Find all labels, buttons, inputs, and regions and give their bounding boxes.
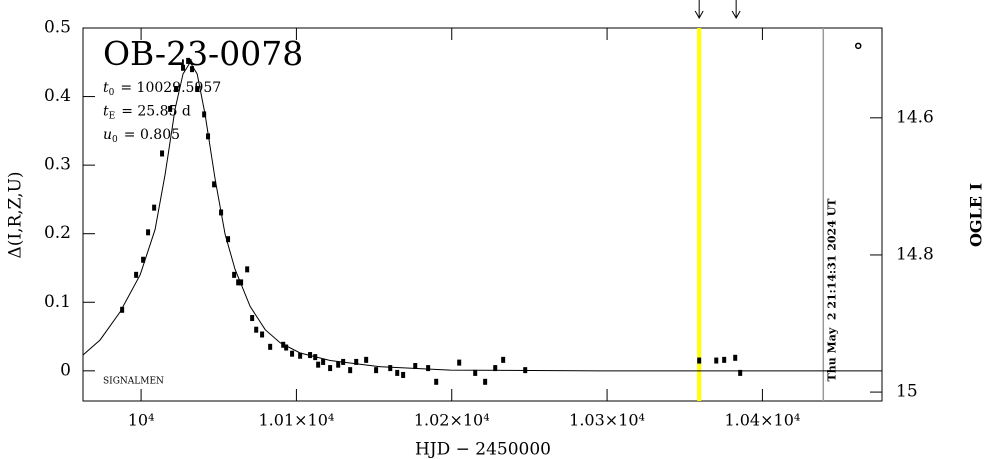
- data-point: [226, 236, 231, 243]
- data-point: [395, 369, 400, 376]
- data-point: [413, 363, 418, 370]
- data-point: [245, 266, 250, 273]
- data-point: [426, 365, 431, 372]
- data-point: [313, 354, 318, 361]
- y2-tick-label: 14.8: [896, 244, 934, 264]
- param-symbol: u: [103, 127, 112, 143]
- data-point: [212, 181, 217, 188]
- y2-tick-label: 15: [896, 382, 918, 402]
- x-tick-label: 1.02×10⁴: [414, 411, 490, 430]
- data-point: [457, 359, 462, 366]
- param-subscript: E: [109, 111, 116, 121]
- y2-axis-label: OGLE I: [967, 183, 986, 247]
- data-point: [284, 344, 289, 351]
- data-point: [501, 356, 506, 363]
- data-point: [239, 279, 244, 286]
- param-subscript: 0: [109, 88, 115, 98]
- data-point: [354, 358, 359, 365]
- data-point: [298, 352, 303, 359]
- data-point: [174, 86, 179, 93]
- data-point: [733, 354, 738, 361]
- data-point: [738, 369, 743, 376]
- data-point: [254, 326, 259, 333]
- data-point: [120, 306, 125, 313]
- plot-frame: [82, 27, 883, 402]
- data-point: [401, 371, 406, 378]
- data-point: [232, 271, 237, 278]
- y-tick-label: 0.1: [44, 292, 71, 312]
- fit-parameter: tE = 25.85 d: [103, 104, 191, 122]
- y-axis-label: Δ(I,R,Z,U): [6, 171, 26, 258]
- param-symbol: t: [103, 104, 109, 120]
- data-point: [434, 378, 439, 385]
- param-value: = 25.85 d: [121, 104, 191, 120]
- data-point: [493, 365, 498, 372]
- data-point: [168, 105, 173, 112]
- fit-parameter: t0 = 10029.5957: [103, 80, 221, 98]
- data-point: [336, 361, 341, 368]
- data-point: [160, 150, 165, 157]
- param-symbol: t: [103, 80, 109, 96]
- y-tick-label: 0.4: [44, 86, 71, 106]
- x-tick-label: 1.03×10⁴: [569, 411, 645, 430]
- arrow: [694, 0, 704, 20]
- data-point: [523, 367, 528, 374]
- corner-note: SIGNALMEN: [103, 377, 164, 387]
- data-point: [195, 86, 200, 93]
- timestamp: Thu May 2 21:14:31 2024 UT: [825, 198, 838, 382]
- data-point: [236, 279, 241, 286]
- data-point: [290, 350, 295, 357]
- data-point: [281, 341, 286, 348]
- data-point: [152, 204, 157, 211]
- chart-title: OB-23-0078: [103, 34, 303, 73]
- data-point: [260, 331, 265, 338]
- data-point: [328, 365, 333, 372]
- data-point: [483, 378, 488, 385]
- param-value: = 0.805: [124, 127, 180, 143]
- data-point: [134, 271, 139, 278]
- fit-parameter: u0 = 0.805: [103, 127, 180, 145]
- data-point: [348, 367, 353, 374]
- data-point: [308, 352, 313, 359]
- y2-tick-label: 14.6: [896, 107, 934, 127]
- data-point: [697, 357, 702, 364]
- data-point: [186, 57, 191, 64]
- data-point: [473, 369, 478, 376]
- x-tick-label: 10⁴: [128, 411, 155, 430]
- data-point: [181, 64, 186, 71]
- x-axis-label: HJD − 2450000: [415, 440, 551, 459]
- x-tick-label: 1.01×10⁴: [259, 411, 335, 430]
- data-point: [146, 229, 151, 236]
- x-tick-label: 1.04×10⁴: [724, 411, 800, 430]
- data-point: [206, 133, 211, 140]
- data-point: [202, 111, 207, 118]
- data-point: [190, 66, 195, 73]
- data-point: [854, 42, 862, 50]
- param-subscript: 0: [112, 135, 118, 145]
- arrow: [731, 0, 741, 20]
- data-point: [374, 367, 379, 374]
- data-point: [250, 315, 255, 322]
- y-tick-label: 0.3: [44, 155, 71, 175]
- data-point: [714, 357, 719, 364]
- y-tick-label: 0.2: [44, 223, 71, 243]
- data-point: [364, 356, 369, 363]
- data-point: [141, 256, 146, 263]
- data-point: [388, 365, 393, 372]
- data-point: [722, 356, 727, 363]
- y-tick-label: 0: [60, 360, 71, 380]
- data-point: [219, 209, 224, 216]
- data-point: [321, 358, 326, 365]
- data-point: [268, 343, 273, 350]
- data-point: [341, 358, 346, 365]
- y-tick-label: 0.5: [44, 18, 71, 38]
- data-point: [316, 361, 321, 368]
- model-curve: [82, 61, 882, 372]
- param-value: = 10029.5957: [120, 80, 221, 96]
